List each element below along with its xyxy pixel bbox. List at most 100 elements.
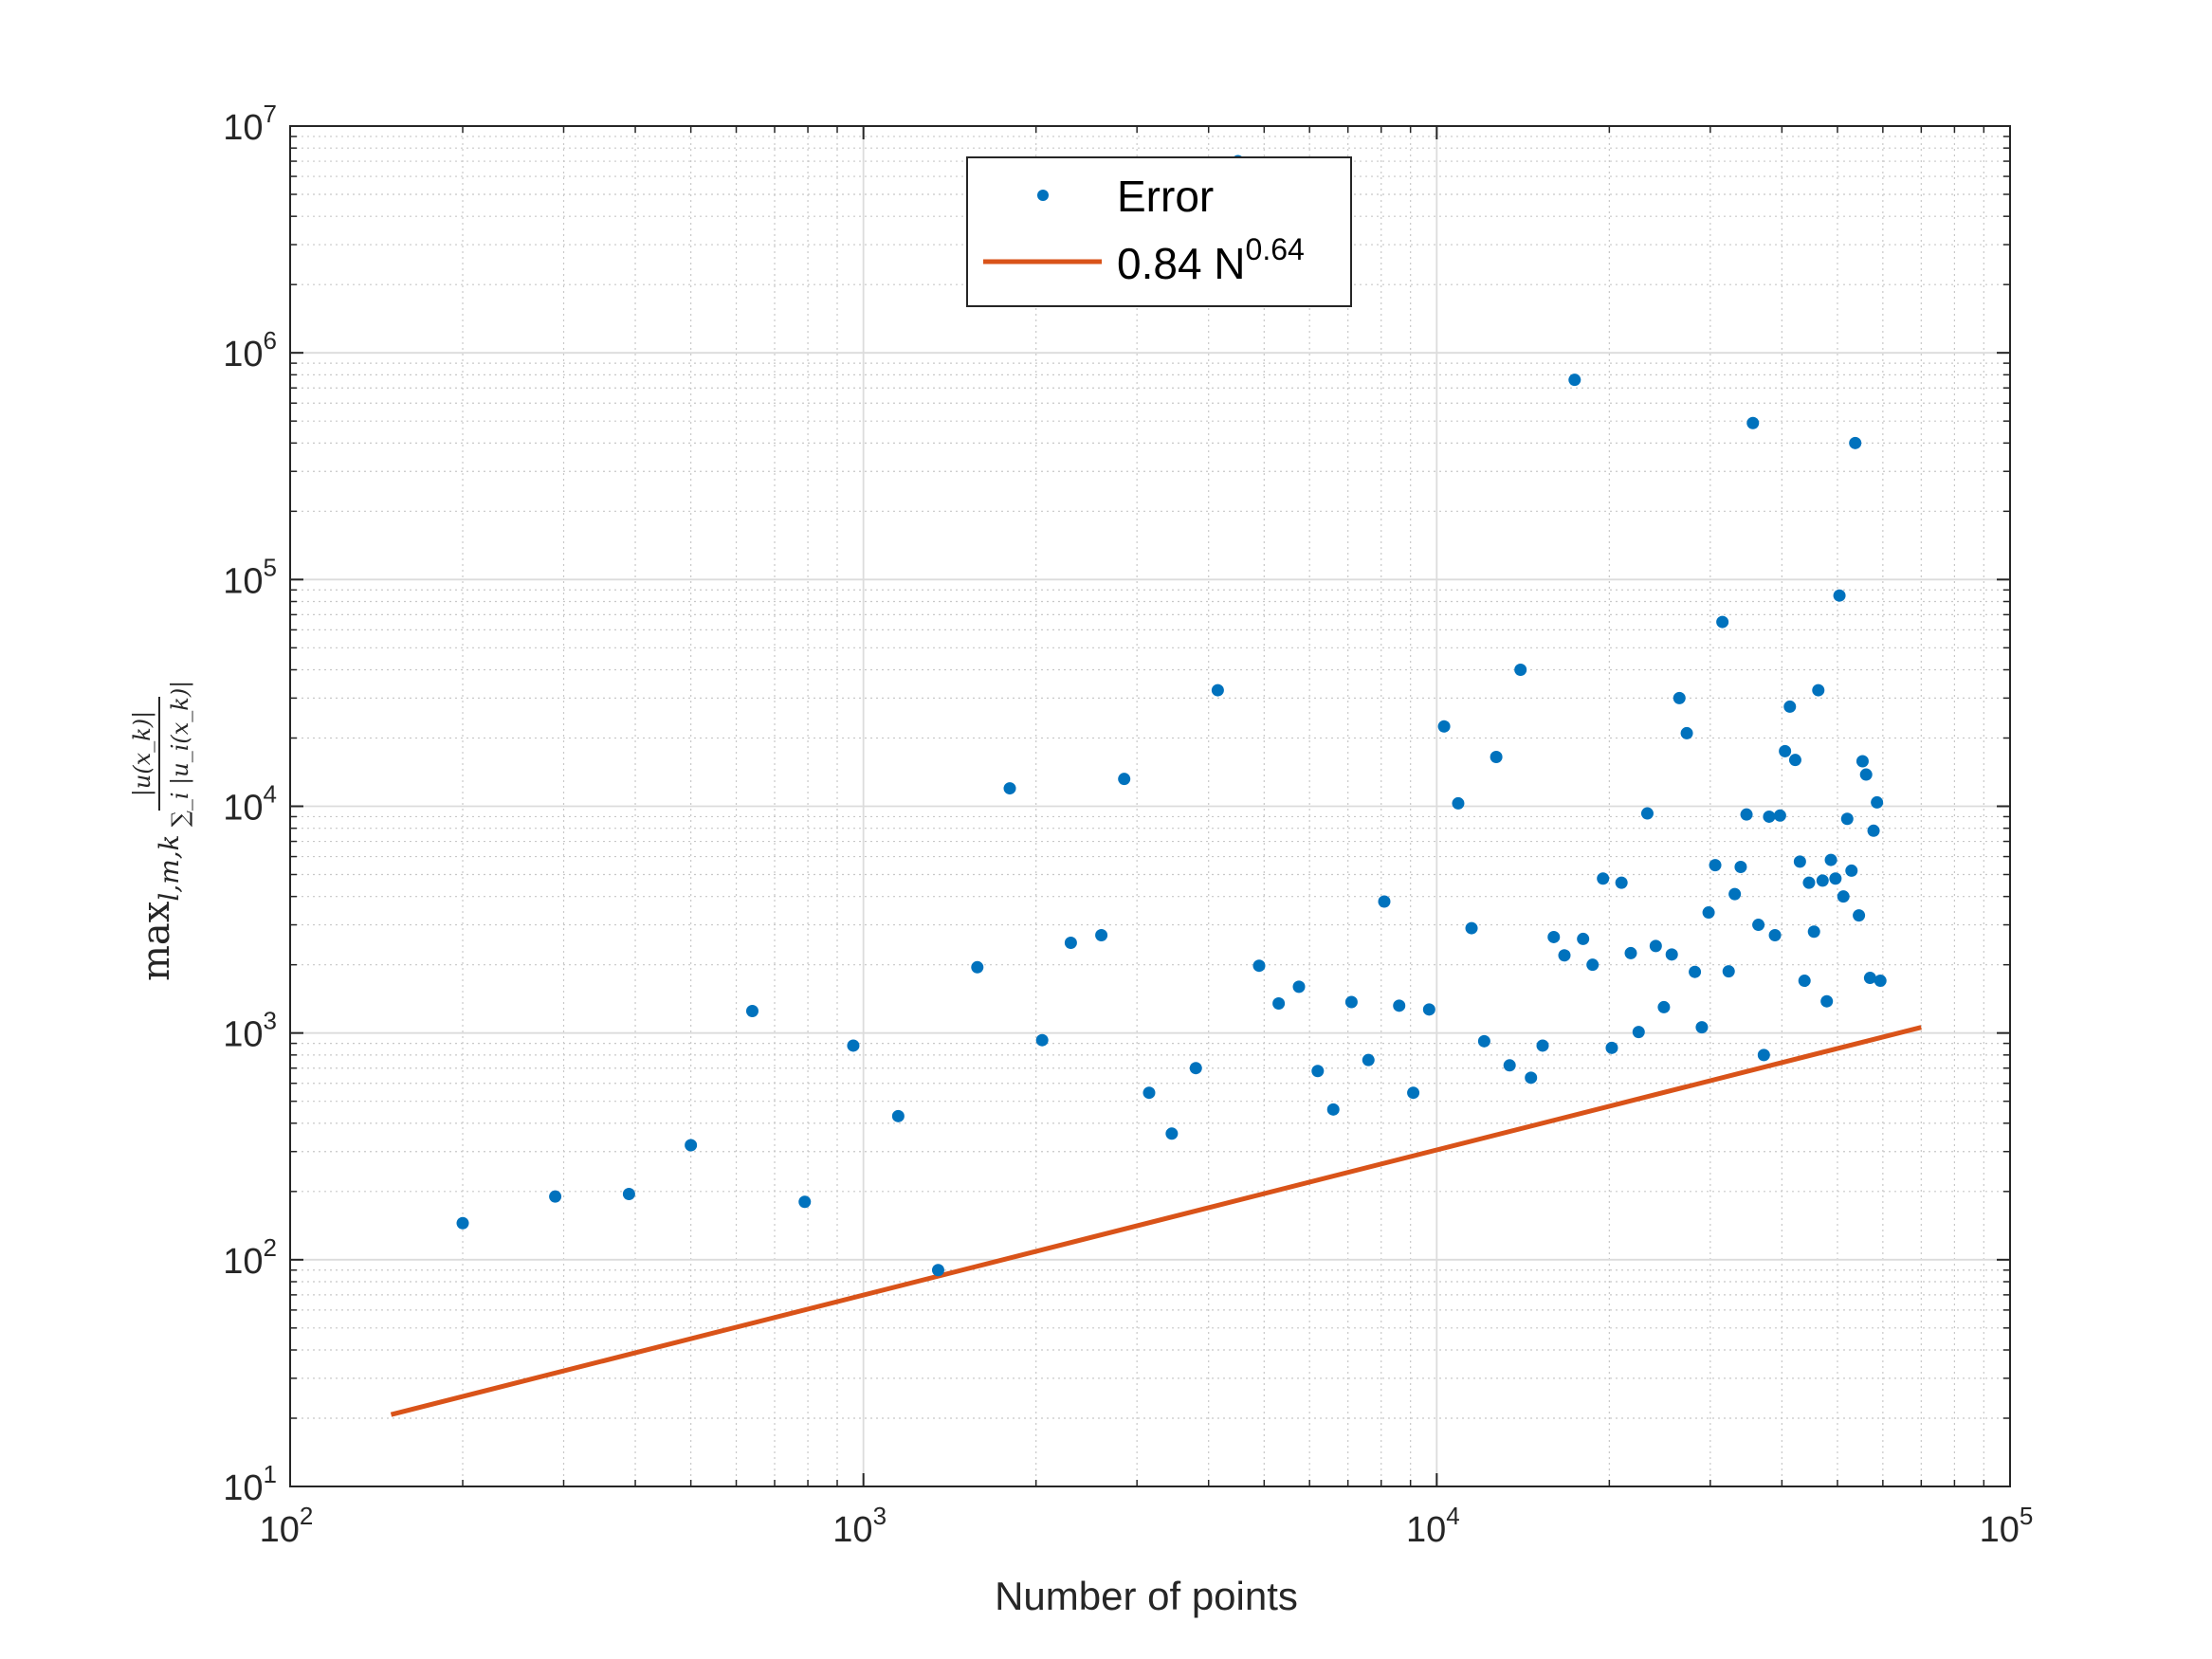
error-point: [1833, 589, 1846, 602]
error-point: [1773, 809, 1786, 822]
error-point: [1867, 824, 1880, 837]
error-point: [1820, 994, 1834, 1008]
error-point: [1779, 744, 1792, 757]
y-tick-label: 103: [223, 1007, 277, 1055]
error-point: [1577, 932, 1590, 945]
y-label-max-subscript: l,m,k: [154, 834, 185, 901]
error-point: [685, 1139, 698, 1152]
error-point: [1840, 812, 1854, 826]
error-point: [1757, 1048, 1770, 1062]
x-tick-exponent: 2: [300, 1502, 313, 1530]
y-tick-base: 10: [223, 1468, 263, 1508]
y-tick-base: 10: [223, 1242, 263, 1282]
y-tick-label: 106: [223, 326, 277, 374]
error-point: [1788, 754, 1801, 767]
error-point: [1802, 876, 1816, 889]
error-point: [1632, 1026, 1645, 1039]
error-point: [798, 1195, 812, 1209]
error-point: [1477, 1034, 1490, 1048]
svg-text:maxl,m,k: maxl,m,k: [135, 834, 185, 981]
error-point: [1407, 1086, 1420, 1100]
error-point: [1856, 755, 1869, 768]
x-tick-exponent: 3: [873, 1502, 887, 1530]
error-point: [1547, 930, 1561, 943]
error-point: [1615, 876, 1628, 889]
error-point: [1746, 416, 1760, 429]
x-tick-base: 10: [260, 1510, 300, 1550]
error-point: [1763, 810, 1776, 823]
y-tick-label: 102: [223, 1233, 277, 1282]
error-point: [1189, 1062, 1202, 1075]
error-point: [1311, 1065, 1325, 1078]
y-tick-exponent: 5: [264, 553, 277, 581]
error-point: [1783, 700, 1797, 713]
error-point: [456, 1216, 469, 1230]
error-point: [1422, 1003, 1435, 1016]
error-point: [1605, 1041, 1618, 1054]
error-point: [1003, 782, 1016, 795]
error-point: [1709, 859, 1722, 872]
x-tick-exponent: 5: [2020, 1502, 2033, 1530]
error-point: [1035, 1033, 1049, 1047]
error-point: [1514, 664, 1527, 677]
error-point: [1695, 1021, 1709, 1034]
y-tick-base: 10: [223, 108, 263, 148]
legend-error-marker: [1037, 190, 1049, 201]
y-tick-label: 101: [223, 1460, 277, 1508]
error-point: [1793, 855, 1806, 868]
error-point: [1272, 996, 1286, 1010]
legend-box: [966, 156, 1352, 307]
y-tick-exponent: 1: [264, 1460, 277, 1488]
x-tick-base: 10: [1980, 1510, 2020, 1550]
error-point: [931, 1264, 944, 1277]
error-point: [1734, 861, 1747, 874]
x-tick-label: 103: [832, 1502, 887, 1550]
error-point: [1689, 965, 1702, 978]
x-tick-label: 105: [1980, 1502, 2034, 1550]
x-tick-label: 104: [1406, 1502, 1460, 1550]
x-tick-exponent: 4: [1446, 1502, 1459, 1530]
error-point: [1863, 972, 1876, 985]
error-point: [1702, 906, 1715, 920]
error-point: [1437, 720, 1451, 733]
y-tick-exponent: 6: [264, 326, 277, 355]
legend: Error 0.84 N0.64: [966, 156, 1352, 307]
y-tick-base: 10: [223, 335, 263, 374]
error-point: [1252, 959, 1266, 973]
y-tick-label: 107: [223, 100, 277, 148]
y-label-denominator: ∑_i |u_i(x_k)|: [167, 681, 194, 828]
error-point: [1812, 684, 1825, 697]
error-point: [1849, 436, 1862, 449]
error-point: [1752, 919, 1765, 932]
y-label-max: max: [135, 901, 178, 981]
legend-fit-label-base: 0.84 N: [1117, 239, 1246, 288]
y-tick-base: 10: [223, 561, 263, 601]
error-point: [1586, 958, 1600, 972]
error-point: [1853, 909, 1866, 922]
error-point: [1118, 773, 1131, 786]
legend-fit-label: 0.84 N0.64: [1117, 232, 1305, 288]
error-point: [1824, 853, 1837, 866]
error-point: [1536, 1039, 1549, 1052]
error-point: [1871, 795, 1884, 809]
error-point: [1344, 995, 1358, 1009]
y-tick-base: 10: [223, 789, 263, 829]
error-point: [1640, 807, 1654, 820]
error-point: [1568, 374, 1581, 387]
y-tick-label: 104: [223, 780, 277, 829]
error-point: [1064, 936, 1077, 949]
y-tick-label: 105: [223, 553, 277, 601]
error-point: [1816, 874, 1829, 887]
error-point: [1807, 925, 1820, 939]
error-point: [1657, 1000, 1671, 1013]
error-point: [1665, 948, 1678, 961]
error-point: [1837, 890, 1850, 903]
legend-error-label: Error: [1117, 172, 1214, 221]
error-point: [549, 1190, 562, 1203]
x-axis-label: Number of points: [995, 1574, 1298, 1618]
error-point: [1292, 980, 1306, 994]
error-point: [1503, 1059, 1516, 1072]
error-point: [1165, 1127, 1179, 1140]
y-axis-label: maxl,m,k |u(x_k)| ∑_i |u_i(x_k)|: [129, 681, 194, 981]
error-point: [1768, 928, 1782, 941]
